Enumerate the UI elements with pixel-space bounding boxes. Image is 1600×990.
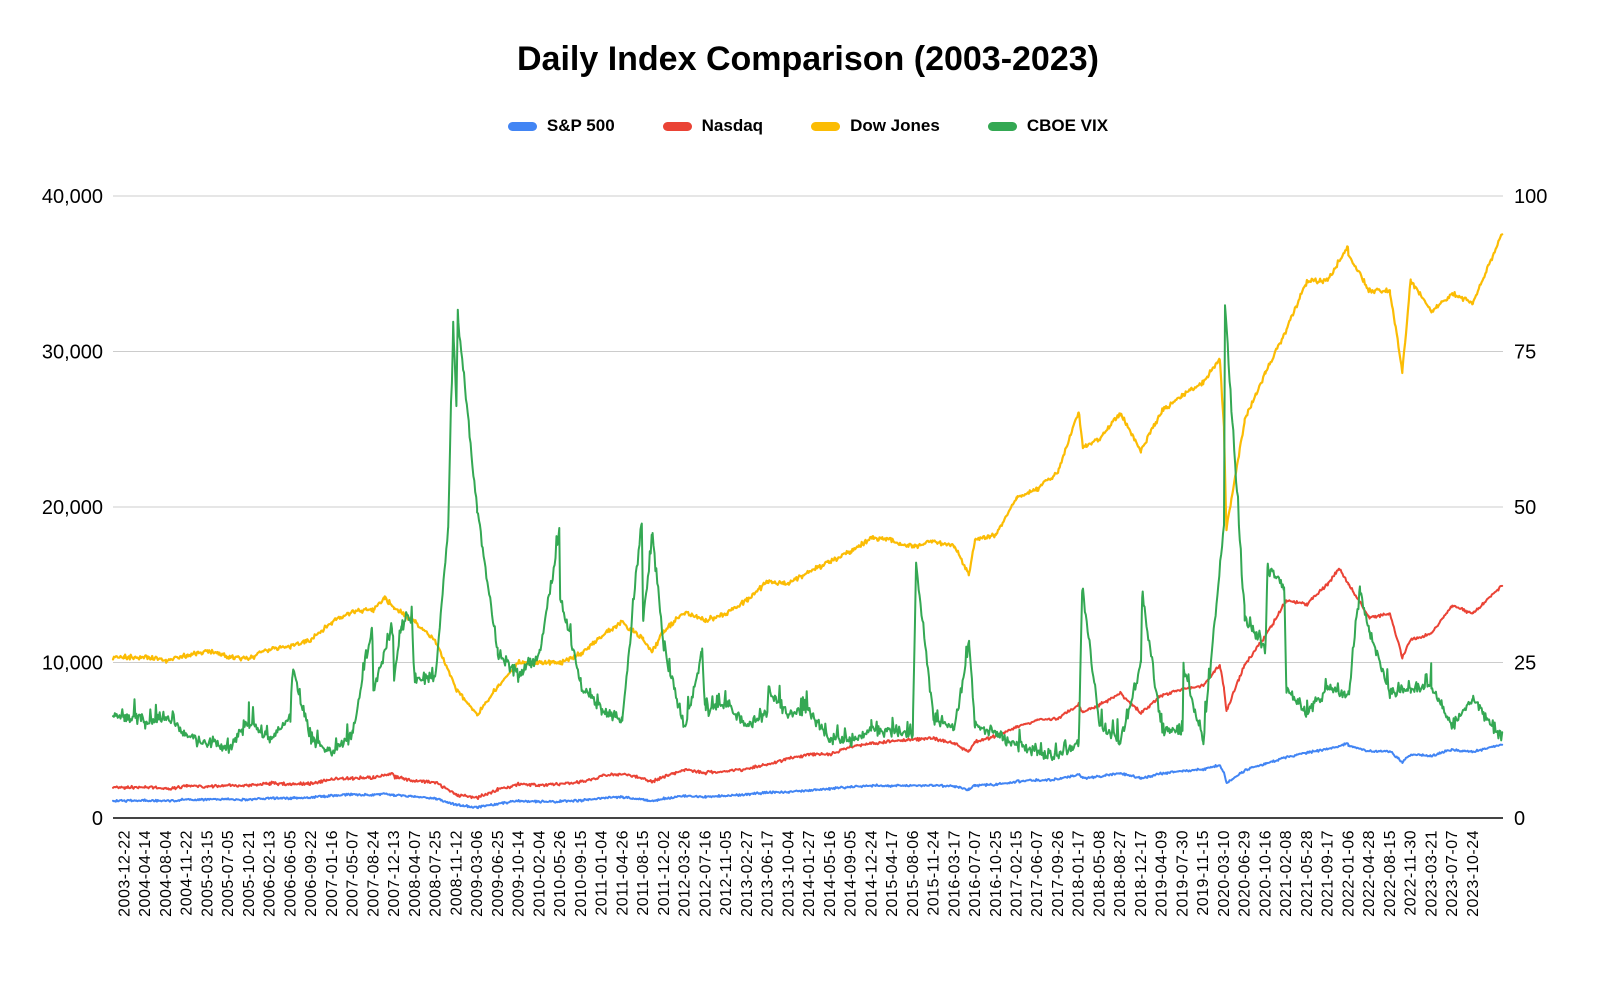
series-line-s-p-500: [112, 742, 1504, 810]
x-tick-label: 2006-02-13: [262, 830, 279, 917]
x-tick-label: 2008-07-25: [428, 830, 445, 917]
x-tick-label: 2020-10-16: [1258, 830, 1275, 917]
x-tick-label: 2023-07-07: [1444, 830, 1461, 917]
x-tick-label: 2003-12-22: [116, 830, 133, 917]
x-tick-label: 2020-03-10: [1216, 830, 1233, 917]
y-tick-label-left: 10,000: [42, 653, 103, 675]
chart-legend: S&P 500 Nasdaq Dow Jones CBOE VIX: [113, 113, 1503, 139]
y-tick-label-right: 100: [1514, 186, 1547, 208]
x-tick-label: 2007-01-16: [324, 830, 341, 917]
x-tick-label: 2005-03-15: [199, 830, 216, 917]
x-tick-label: 2022-04-28: [1361, 830, 1378, 917]
y-tick-label-right: 0: [1514, 808, 1525, 830]
x-tick-label: 2014-01-27: [801, 830, 818, 917]
legend-label: S&P 500: [546, 116, 615, 135]
x-tick-label: 2021-02-08: [1278, 830, 1295, 917]
y-tick-label-left: 40,000: [42, 186, 103, 208]
x-tick-label: 2007-12-13: [386, 830, 403, 917]
x-tick-label: 2006-09-22: [303, 830, 320, 917]
x-tick-label: 2016-07-07: [967, 830, 984, 917]
x-tick-label: 2010-09-15: [573, 830, 590, 917]
y-tick-label-right: 75: [1514, 342, 1536, 364]
legend-swatch: [987, 121, 1017, 131]
x-tick-label: 2022-08-15: [1382, 830, 1399, 917]
chart-title: Daily Index Comparison (2003-2023): [516, 40, 1099, 78]
x-tick-label: 2013-06-17: [760, 830, 777, 917]
x-tick-label: 2014-12-24: [863, 830, 880, 917]
x-tick-label: 2022-01-06: [1340, 830, 1357, 917]
x-tick-label: 2016-10-25: [988, 830, 1005, 917]
legend-item-dow-jones: Dow Jones: [811, 116, 940, 136]
legend-item-s-p-500: S&P 500: [507, 116, 615, 136]
x-tick-label: 2004-11-22: [179, 830, 196, 916]
x-tick-label: 2020-06-29: [1237, 830, 1254, 917]
y-tick-label-right: 25: [1514, 653, 1536, 675]
x-tick-label: 2004-08-04: [158, 830, 175, 917]
y-tick-label-left: 20,000: [42, 497, 103, 519]
x-tick-label: 2007-08-24: [365, 830, 382, 917]
x-tick-label: 2023-10-24: [1465, 830, 1482, 917]
x-tick-label: 2017-02-15: [1009, 830, 1026, 917]
x-tick-label: 2023-03-21: [1423, 830, 1440, 917]
x-tick-label: 2018-08-27: [1112, 830, 1129, 917]
x-tick-label: 2015-08-06: [905, 830, 922, 917]
x-tick-label: 2011-08-15: [635, 830, 652, 916]
x-tick-label: 2012-03-26: [677, 830, 694, 917]
x-tick-label: 2005-10-21: [241, 830, 258, 917]
y-tick-label-right: 50: [1514, 497, 1536, 519]
x-tick-label: 2015-11-24: [926, 830, 943, 916]
x-tick-label: 2016-03-17: [946, 830, 963, 917]
x-tick-label: 2004-04-14: [137, 830, 154, 917]
x-tick-label: 2009-10-14: [511, 830, 528, 917]
x-tick-label: 2013-10-04: [780, 830, 797, 917]
x-tick-label: 2008-04-07: [407, 830, 424, 917]
x-tick-label: 2010-02-04: [531, 830, 548, 917]
x-tick-label: 2007-05-07: [345, 830, 362, 917]
x-tick-label: 2012-11-05: [718, 830, 735, 916]
x-tick-label: 2013-02-27: [739, 830, 756, 917]
x-tick-label: 2021-09-17: [1320, 830, 1337, 917]
x-tick-label: 2017-09-26: [1050, 830, 1067, 917]
x-tick-label: 2019-07-30: [1175, 830, 1192, 917]
x-tick-label: 2022-11-30: [1403, 830, 1420, 916]
legend-item-nasdaq: Nasdaq: [662, 116, 764, 136]
legend-swatch: [811, 121, 841, 131]
legend-swatch: [507, 121, 537, 131]
x-tick-label: 2011-01-04: [594, 830, 611, 916]
x-tick-label: 2017-06-07: [1029, 830, 1046, 917]
x-tick-label: 2019-04-09: [1154, 830, 1171, 917]
series-line-nasdaq: [112, 567, 1504, 800]
x-tick-label: 2018-05-08: [1092, 830, 1109, 917]
x-tick-label: 2018-12-17: [1133, 830, 1150, 917]
x-tick-label: 2014-09-05: [843, 830, 860, 917]
legend-label: Dow Jones: [850, 116, 940, 135]
x-tick-label: 2011-12-02: [656, 830, 673, 916]
x-tick-label: 2010-05-26: [552, 830, 569, 917]
x-tick-label: 2008-11-12: [448, 830, 465, 916]
legend-label: CBOE VIX: [1026, 116, 1109, 135]
y-tick-label-left: 30,000: [42, 342, 103, 364]
x-tick-label: 2005-07-05: [220, 830, 237, 917]
legend-item-cboe-vix: CBOE VIX: [987, 116, 1109, 136]
series-line-cboe-vix: [112, 304, 1504, 762]
x-tick-label: 2015-04-17: [884, 830, 901, 917]
x-tick-label: 2012-07-16: [697, 830, 714, 917]
legend-swatch: [662, 121, 692, 131]
x-tick-label: 2009-03-06: [469, 830, 486, 917]
x-tick-label: 2019-11-15: [1195, 830, 1212, 916]
x-tick-label: 2014-05-16: [822, 830, 839, 917]
x-tick-label: 2006-06-05: [282, 830, 299, 917]
legend-label: Nasdaq: [701, 116, 764, 135]
y-tick-label-left: 0: [92, 808, 103, 830]
x-tick-label: 2011-04-26: [614, 830, 631, 916]
x-tick-label: 2021-05-28: [1299, 830, 1316, 917]
series-line-dow-jones: [111, 233, 1504, 717]
x-tick-label: 2018-01-17: [1071, 830, 1088, 917]
x-tick-label: 2009-06-25: [490, 830, 507, 917]
